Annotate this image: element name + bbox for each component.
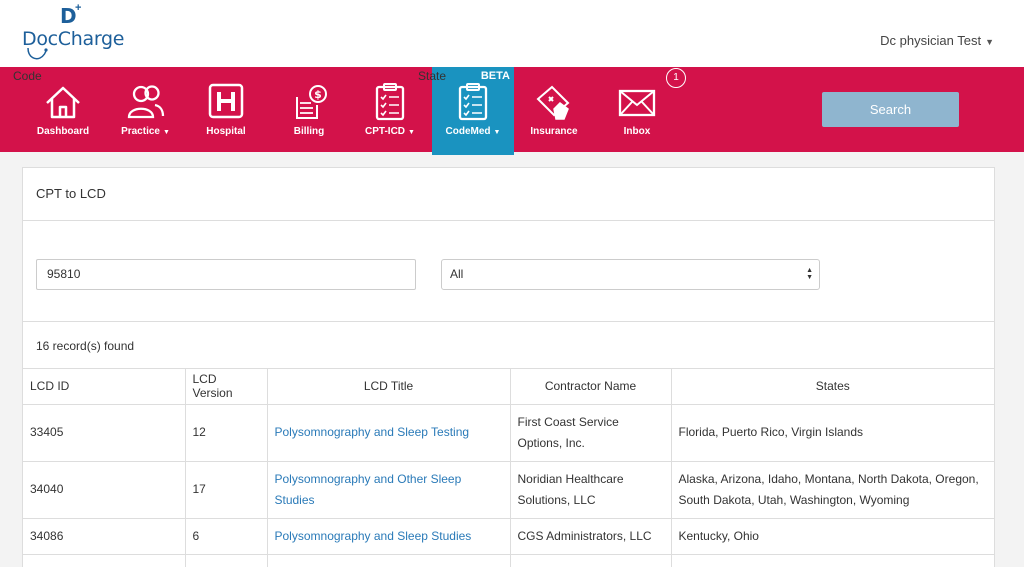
user-name: Dc physician Test bbox=[880, 33, 982, 48]
stethoscope-icon bbox=[27, 48, 48, 60]
col-lcd-id[interactable]: LCD ID bbox=[23, 369, 186, 405]
contractor-name: CGS Administrators, LLC bbox=[510, 518, 672, 555]
col-lcd-title[interactable]: LCD Title bbox=[267, 369, 511, 405]
col-states[interactable]: States bbox=[671, 369, 994, 405]
chevron-down-icon: ▼ bbox=[493, 129, 501, 136]
doccharge-logo[interactable]: D + DocCharge bbox=[22, 2, 132, 64]
table-header-row: LCD ID LCD Version LCD Title Contractor … bbox=[23, 369, 994, 405]
lcd-id: 34086 bbox=[23, 518, 186, 555]
chevron-down-icon: ▼ bbox=[408, 129, 415, 136]
code-label: Code bbox=[13, 69, 42, 83]
chevron-down-icon: ▼ bbox=[985, 37, 994, 47]
billing-icon: $ bbox=[296, 85, 327, 119]
col-lcd-version[interactable]: LCD Version bbox=[185, 369, 268, 405]
nav-insurance[interactable]: Insurance bbox=[521, 67, 587, 152]
user-menu[interactable]: Dc physician Test ▼ bbox=[880, 33, 994, 48]
logo-plus: + bbox=[75, 2, 82, 14]
nav-label: Billing bbox=[293, 126, 325, 137]
nav-label: Practice bbox=[121, 126, 160, 137]
lcd-version: 12 bbox=[185, 404, 268, 462]
state-select[interactable]: All ▲ ▼ bbox=[441, 259, 820, 290]
search-button[interactable]: Search bbox=[822, 92, 959, 127]
code-value: 95810 bbox=[47, 267, 81, 281]
lcd-table: LCD ID LCD Version LCD Title Contractor … bbox=[23, 369, 994, 567]
records-count: 16 record(s) found bbox=[23, 322, 994, 369]
nav-label: Dashboard bbox=[36, 126, 90, 137]
lcd-version: 6 bbox=[185, 518, 268, 555]
users-icon bbox=[127, 85, 164, 119]
nav-cpt-icd[interactable]: CPT-ICD ▼ bbox=[355, 67, 425, 152]
table-row: 34086 6 Polysomnography and Sleep Studie… bbox=[23, 518, 994, 555]
lcd-id: 34040 bbox=[23, 461, 186, 519]
states: Kentucky, Ohio bbox=[671, 518, 994, 555]
state-value: All bbox=[450, 267, 464, 281]
state-label: State bbox=[418, 69, 447, 83]
select-arrows-icon: ▲ ▼ bbox=[806, 267, 813, 281]
code-input[interactable]: 95810 bbox=[36, 259, 416, 290]
nav-label: Insurance bbox=[530, 126, 578, 137]
logo-text: DocCharge bbox=[22, 28, 125, 50]
home-icon bbox=[46, 86, 80, 119]
nav-inbox[interactable]: Inbox bbox=[604, 67, 670, 152]
nav-billing[interactable]: $ Billing bbox=[276, 67, 342, 152]
table-row: 33405 12 Polysomnography and Sleep Testi… bbox=[23, 404, 994, 462]
nav-label: Inbox bbox=[623, 126, 651, 137]
insurance-card-icon bbox=[536, 85, 570, 120]
states: Florida, Puerto Rico, Virgin Islands bbox=[671, 404, 994, 462]
nav-practice[interactable]: Practice ▼ bbox=[108, 67, 183, 152]
nav-label: CPT-ICD bbox=[365, 126, 406, 137]
inbox-count-badge[interactable]: 1 bbox=[666, 68, 686, 88]
envelope-icon bbox=[618, 89, 656, 117]
lcd-id: 33405 bbox=[23, 404, 186, 462]
lcd-version: 17 bbox=[185, 461, 268, 519]
nav-label: CodeMed bbox=[445, 126, 491, 137]
nav-hospital[interactable]: Hospital bbox=[193, 67, 259, 152]
table-row bbox=[23, 554, 994, 567]
contractor-name: First Coast Service Options, Inc. bbox=[510, 404, 672, 462]
chevron-down-icon: ▼ bbox=[162, 129, 170, 136]
clipboard-icon bbox=[375, 83, 405, 121]
nav-codemed[interactable]: BETA CodeMed ▼ bbox=[432, 67, 514, 155]
lcd-title-link[interactable]: Polysomnography and Sleep Testing bbox=[274, 425, 470, 439]
clipboard-check-icon bbox=[458, 83, 488, 121]
beta-badge: BETA bbox=[480, 70, 510, 82]
lcd-title-link[interactable]: Polysomnography and Sleep Studies bbox=[274, 528, 472, 543]
nav-dashboard[interactable]: Dashboard bbox=[27, 67, 99, 152]
search-form: Code 95810 State All ▲ ▼ bbox=[13, 69, 994, 322]
lcd-title-link[interactable]: Polysomnography and Other Sleep Studies bbox=[274, 471, 462, 507]
col-contractor-name[interactable]: Contractor Name bbox=[510, 369, 672, 405]
top-header: D + DocCharge Dc physician Test ▼ bbox=[0, 0, 1024, 67]
contractor-name: Noridian Healthcare Solutions, LLC bbox=[510, 461, 672, 519]
svg-text:$: $ bbox=[314, 88, 322, 101]
hospital-icon bbox=[208, 83, 244, 119]
table-row: 34040 17 Polysomnography and Other Sleep… bbox=[23, 461, 994, 519]
panel-title: CPT to LCD bbox=[23, 168, 994, 221]
logo-letter: D bbox=[60, 4, 77, 28]
states: Alaska, Arizona, Idaho, Montana, North D… bbox=[671, 461, 994, 519]
nav-label: Hospital bbox=[206, 126, 246, 137]
cpt-to-lcd-panel: CPT to LCD Code 95810 State All ▲ ▼ 16 re… bbox=[13, 69, 995, 567]
